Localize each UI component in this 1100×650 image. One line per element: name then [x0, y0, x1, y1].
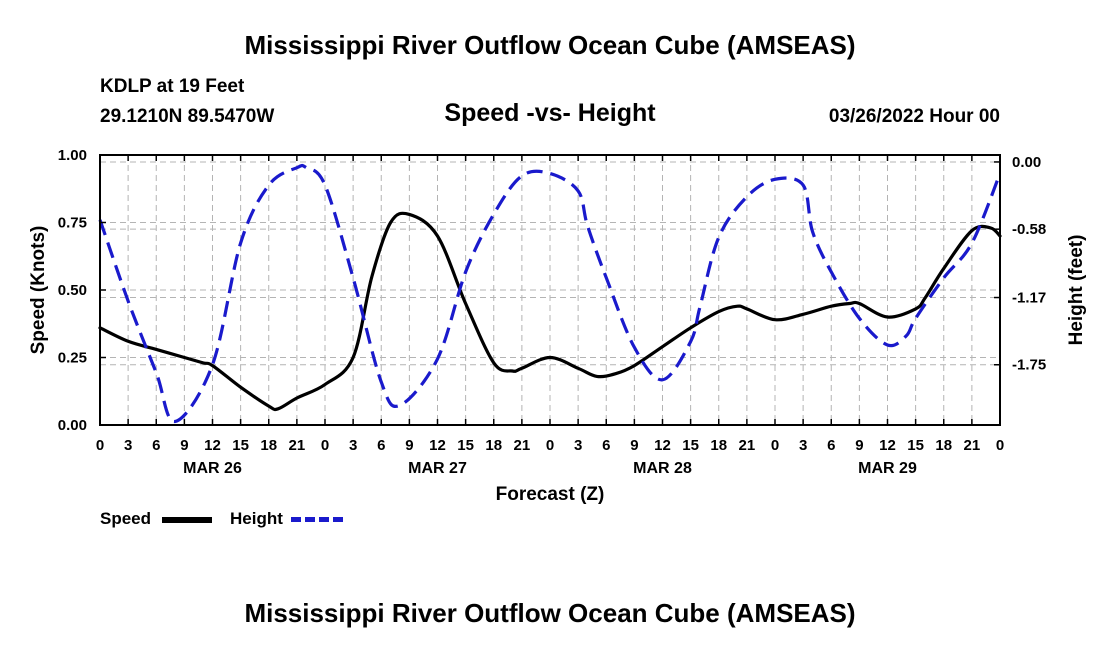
x-tick-label: 21: [514, 437, 531, 454]
x-tick-label: 15: [682, 437, 699, 454]
axis-layer: 0 3 6 9 12 15 18 21 0 3 6 9 12 15 18 21 0 3 6 9 12 15 18 21 0 3 6 9…: [58, 147, 1046, 477]
y-axis-label: Speed (Knots): [28, 226, 49, 355]
x-tick-label: 3: [574, 437, 582, 454]
x-tick-label: 0: [546, 437, 554, 454]
x-tick-label: 18: [485, 437, 502, 454]
x-tick-label: 12: [879, 437, 896, 454]
x-tick-label: 15: [907, 437, 924, 454]
y-tick-label: 1.00: [58, 147, 87, 164]
series-line-speed: [98, 211, 1002, 412]
x-tick-label: 0: [996, 437, 1004, 454]
y-tick-label: 0.25: [58, 350, 87, 367]
x-tick-label: 9: [180, 437, 188, 454]
x-tick-label: 15: [232, 437, 249, 454]
x-tick-label: 12: [654, 437, 671, 454]
chart-title: Mississippi River Outflow Ocean Cube (AM…: [244, 30, 856, 60]
y2-tick-label: -1.17: [1012, 290, 1046, 307]
x-tick-label: 9: [405, 437, 413, 454]
y2-tick-label: 0.00: [1012, 154, 1041, 171]
y2-tick-label: -1.75: [1012, 357, 1046, 374]
x-tick-label: 21: [289, 437, 306, 454]
station-label: KDLP at 19 Feet: [100, 76, 245, 97]
y-tick-label: 0.50: [58, 282, 87, 299]
x-axis-label: Forecast (Z): [496, 484, 605, 505]
legend-height-label: Height: [230, 509, 283, 528]
y2-tick-label: -0.58: [1012, 221, 1046, 238]
day-label: MAR 29: [858, 460, 917, 477]
x-tick-label: 15: [457, 437, 474, 454]
legend-speed-swatch: [162, 517, 212, 523]
y-tick-label: 0.75: [58, 215, 87, 232]
y-tick-label: 0.00: [58, 417, 87, 434]
x-tick-label: 0: [321, 437, 329, 454]
x-tick-label: 18: [935, 437, 952, 454]
x-tick-label: 12: [204, 437, 221, 454]
series-layer: [98, 163, 1002, 424]
chart-subtitle: Speed -vs- Height: [444, 99, 656, 127]
x-tick-label: 6: [602, 437, 610, 454]
x-tick-label: 3: [124, 437, 132, 454]
legend-height-swatch: [291, 517, 343, 522]
y2-axis-label: Height (feet): [1066, 235, 1087, 346]
day-label: MAR 28: [633, 460, 692, 477]
x-tick-label: 9: [630, 437, 638, 454]
x-tick-label: 3: [349, 437, 357, 454]
x-tick-label: 18: [260, 437, 277, 454]
day-label: MAR 26: [183, 460, 242, 477]
grid-layer: [100, 155, 1000, 425]
x-tick-label: 6: [377, 437, 385, 454]
legend-speed-label: Speed: [100, 509, 152, 528]
day-label: MAR 27: [408, 460, 467, 477]
x-tick-label: 3: [799, 437, 807, 454]
x-tick-label: 0: [96, 437, 104, 454]
series-line-height: [98, 163, 1002, 424]
chart-title-repeat: Mississippi River Outflow Ocean Cube (AM…: [244, 598, 856, 628]
x-tick-label: 21: [964, 437, 981, 454]
x-tick-label: 6: [827, 437, 835, 454]
x-tick-label: 6: [152, 437, 160, 454]
x-tick-label: 9: [855, 437, 863, 454]
x-tick-label: 0: [771, 437, 779, 454]
forecast-date: 03/26/2022 Hour 00: [828, 106, 1000, 127]
x-tick-label: 12: [429, 437, 446, 454]
x-tick-label: 18: [710, 437, 727, 454]
x-tick-label: 21: [739, 437, 756, 454]
coordinates-label: 29.1210N 89.5470W: [100, 106, 275, 127]
